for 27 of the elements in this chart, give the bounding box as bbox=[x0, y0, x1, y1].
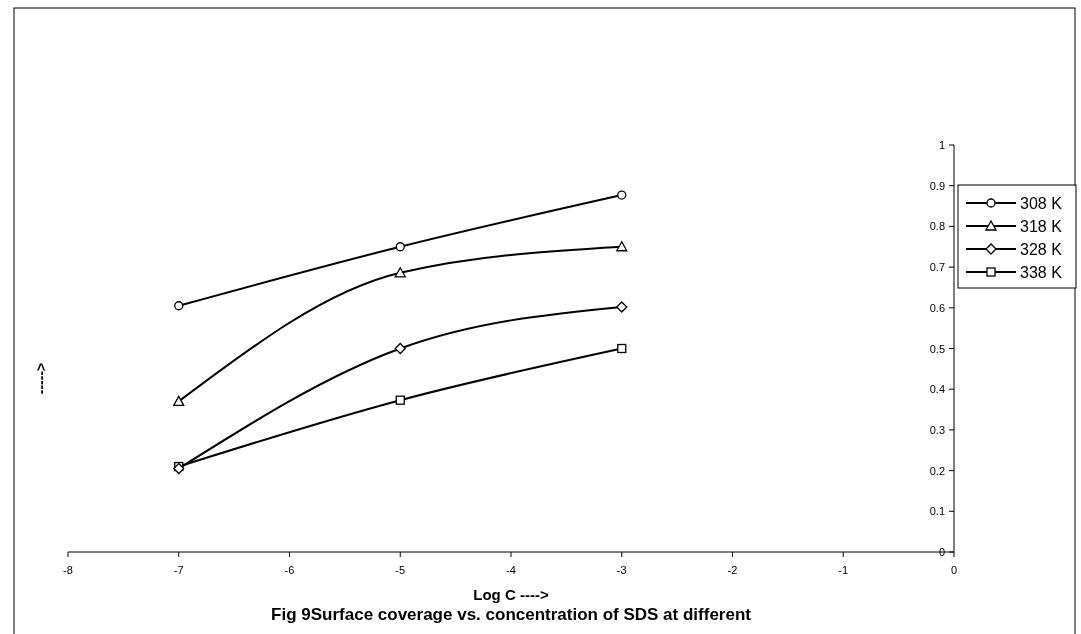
x-tick-label: -1 bbox=[838, 564, 849, 576]
x-tick-label: -3 bbox=[616, 564, 627, 576]
y-tick-label: 0 bbox=[938, 546, 945, 558]
y-tick-label: 1 bbox=[938, 139, 945, 151]
y-tick-label: 0.7 bbox=[929, 261, 945, 274]
x-axis-title: Log C ----> bbox=[473, 586, 549, 603]
legend-label: 318 K bbox=[1020, 218, 1063, 235]
x-tick-label: -4 bbox=[506, 564, 516, 576]
x-tick-label: -2 bbox=[727, 564, 738, 576]
y-tick-label: 0.1 bbox=[929, 505, 945, 518]
legend-label: 308 K bbox=[1020, 195, 1063, 212]
y-tick-label: 0.3 bbox=[929, 423, 945, 436]
x-tick-label: -5 bbox=[395, 564, 406, 576]
y-tick-label: 0.2 bbox=[929, 464, 945, 477]
x-tick-label: 0 bbox=[950, 564, 958, 576]
y-tick-label: 0.9 bbox=[929, 179, 945, 192]
legend-label: 328 K bbox=[1020, 241, 1063, 258]
x-tick-label: -8 bbox=[63, 564, 73, 576]
y-axis-title: -----> bbox=[33, 362, 49, 395]
y-tick-label: 0.4 bbox=[929, 383, 945, 396]
y-tick-label: 0.5 bbox=[929, 342, 945, 355]
y-tick-label: 0.8 bbox=[929, 220, 945, 233]
y-tick-label: 0.6 bbox=[929, 301, 945, 314]
x-tick-label: -6 bbox=[284, 564, 295, 576]
text: Fig 9Surface coverage vs. concentration of SDS at different bbox=[271, 605, 752, 624]
legend-label: 338 K bbox=[1020, 264, 1063, 281]
x-tick-label: -7 bbox=[173, 564, 184, 576]
